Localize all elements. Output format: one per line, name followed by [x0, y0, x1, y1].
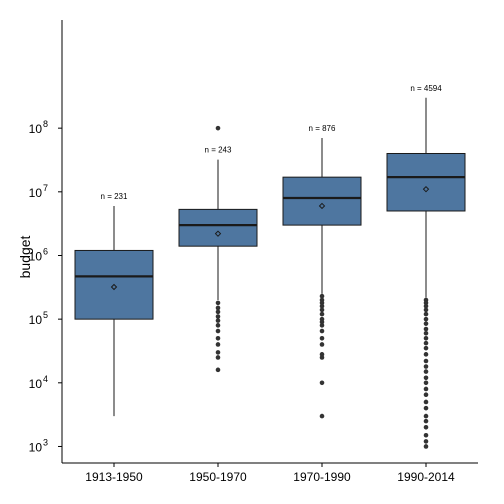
- box-group-1970-1990: n = 876: [282, 124, 362, 419]
- outlier-point: [423, 352, 429, 357]
- outlier-point: [215, 318, 221, 323]
- box-group-1950-1970: n = 243: [178, 125, 258, 373]
- outlier-point: [423, 375, 429, 381]
- outlier-point: [423, 369, 429, 374]
- outlier-point: [215, 328, 221, 334]
- outlier-point: [423, 326, 429, 332]
- outlier-point: [319, 303, 325, 309]
- outlier-point: [319, 336, 325, 341]
- outlier-point: [423, 336, 429, 341]
- mean-marker: [214, 230, 222, 237]
- outlier-point: [423, 300, 429, 306]
- outlier-point: [423, 345, 429, 351]
- y-tick-base: 10: [29, 122, 43, 136]
- outlier-point: [423, 425, 429, 430]
- outlier-point: [423, 316, 429, 322]
- outlier-point: [319, 323, 325, 328]
- outlier-point: [423, 358, 429, 364]
- y-tick-base: 10: [29, 186, 43, 200]
- y-tick-label: 10: [29, 249, 43, 263]
- outlier-point: [319, 311, 325, 317]
- outlier-point: [423, 392, 429, 398]
- y-tick-label: 10: [29, 440, 43, 454]
- y-tick-base: 10: [29, 249, 43, 263]
- outlier-point: [423, 405, 429, 411]
- y-tick-base: 10: [29, 377, 43, 391]
- mean-marker: [422, 185, 430, 193]
- iqr-box: [178, 208, 258, 247]
- n-count-label: n = 231: [101, 192, 128, 201]
- outlier-point: [215, 323, 221, 328]
- outlier-point: [423, 413, 429, 419]
- outlier-point: [215, 350, 221, 355]
- outlier-point: [215, 125, 221, 131]
- outlier-point: [423, 303, 429, 309]
- outlier-point: [423, 340, 429, 346]
- outlier-point: [215, 305, 221, 311]
- outlier-point: [215, 367, 221, 373]
- y-tick-label: 10: [29, 377, 43, 391]
- y-axis-title: budget: [17, 235, 33, 278]
- outlier-point: [423, 386, 429, 392]
- plot-marks: n = 231 n = 243 n = 876 n = 4594: [74, 84, 466, 449]
- outlier-point: [423, 444, 429, 449]
- outlier-point: [423, 311, 429, 317]
- outlier-point: [423, 307, 429, 313]
- outlier-point: [423, 380, 429, 386]
- mean-marker: [318, 202, 326, 210]
- iqr-box: [386, 152, 466, 212]
- box-group-1990-2014: n = 4594: [386, 84, 466, 449]
- y-tick-exponent: 4: [43, 374, 48, 384]
- outlier-point: [319, 355, 325, 360]
- mean-marker: [110, 283, 118, 291]
- outlier-point: [319, 413, 325, 419]
- outlier-point: [215, 355, 221, 360]
- outlier-point: [423, 432, 429, 438]
- y-tick-exponent: 5: [43, 310, 48, 320]
- y-tick-label: 10: [29, 186, 43, 200]
- outlier-point: [215, 342, 221, 347]
- outlier-point: [215, 300, 221, 306]
- x-tick-label: 1950-1970: [189, 470, 247, 484]
- outlier-point: [423, 418, 429, 424]
- x-tick-label: 1970-1990: [293, 470, 351, 484]
- y-tick-exponent: 6: [43, 246, 48, 256]
- outlier-point: [423, 330, 429, 336]
- y-tick-label: 10: [29, 122, 43, 136]
- outlier-point: [215, 309, 221, 315]
- x-tick-label: 1913-1950: [85, 470, 143, 484]
- outlier-point: [319, 319, 325, 325]
- n-count-label: n = 243: [205, 146, 232, 155]
- n-count-label: n = 876: [309, 124, 336, 133]
- outlier-point: [319, 380, 325, 386]
- outlier-point: [423, 439, 429, 444]
- outlier-point: [319, 307, 325, 313]
- box-group-1913-1950: n = 231: [74, 192, 154, 417]
- outlier-point: [423, 399, 429, 405]
- y-tick-label: 10: [29, 313, 43, 327]
- y-tick-base: 10: [29, 440, 43, 454]
- outlier-point: [319, 328, 325, 334]
- y-tick-exponent: 7: [43, 183, 48, 193]
- iqr-box: [282, 176, 362, 226]
- y-tick-base: 10: [29, 313, 43, 327]
- outlier-point: [215, 336, 221, 341]
- outlier-point: [215, 314, 221, 319]
- outlier-point: [319, 293, 325, 299]
- y-tick-exponent: 3: [43, 437, 48, 447]
- outlier-point: [319, 342, 325, 347]
- y-tick-exponent: 8: [43, 119, 48, 129]
- outlier-point: [423, 321, 429, 326]
- outlier-point: [423, 364, 429, 369]
- n-count-label: n = 4594: [410, 84, 442, 93]
- outlier-point: [319, 300, 325, 306]
- x-tick-label: 1990-2014: [397, 470, 455, 484]
- x-axis-ticks: 1913-1950 1950-1970 1970-1990 1990-2014: [85, 463, 455, 484]
